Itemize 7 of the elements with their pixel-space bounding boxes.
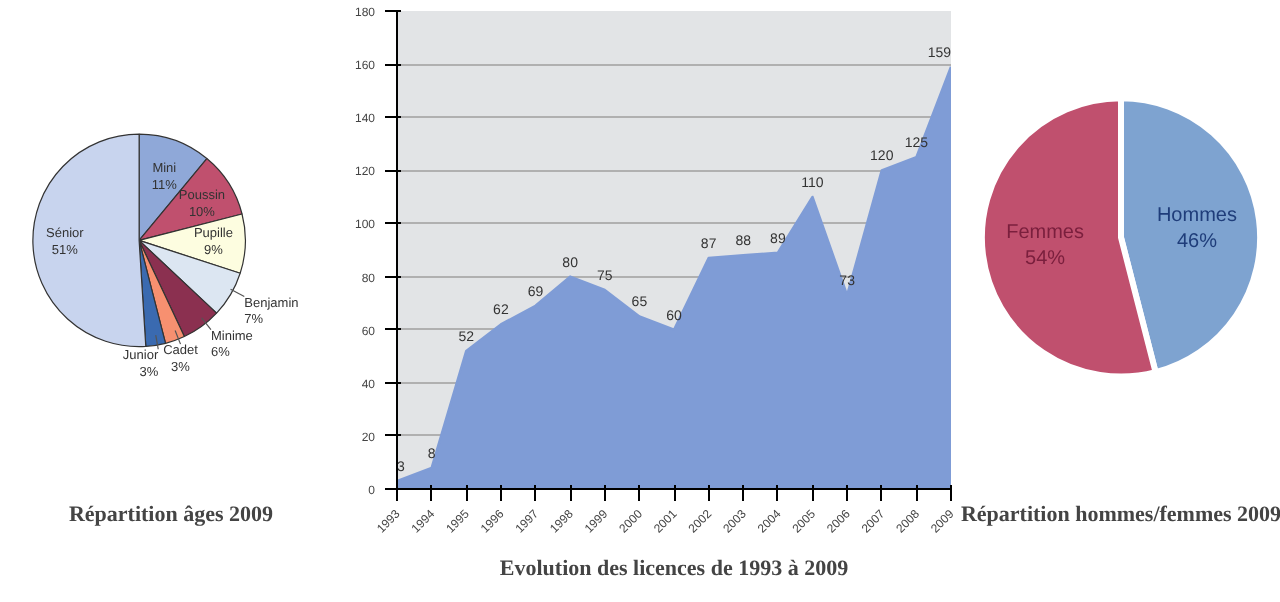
slice-label: Femmes — [1006, 221, 1084, 244]
text: Répartition hommes/femmes 2009 — [960, 503, 1280, 527]
slice-label: Hommes — [1156, 204, 1237, 227]
data-label: 54% — [1025, 248, 1066, 271]
text: Evolution des licences de 1993 à 2009 — [499, 557, 850, 581]
text: Répartition âges 2009 — [68, 503, 275, 527]
data-label: 46% — [1176, 231, 1218, 253]
